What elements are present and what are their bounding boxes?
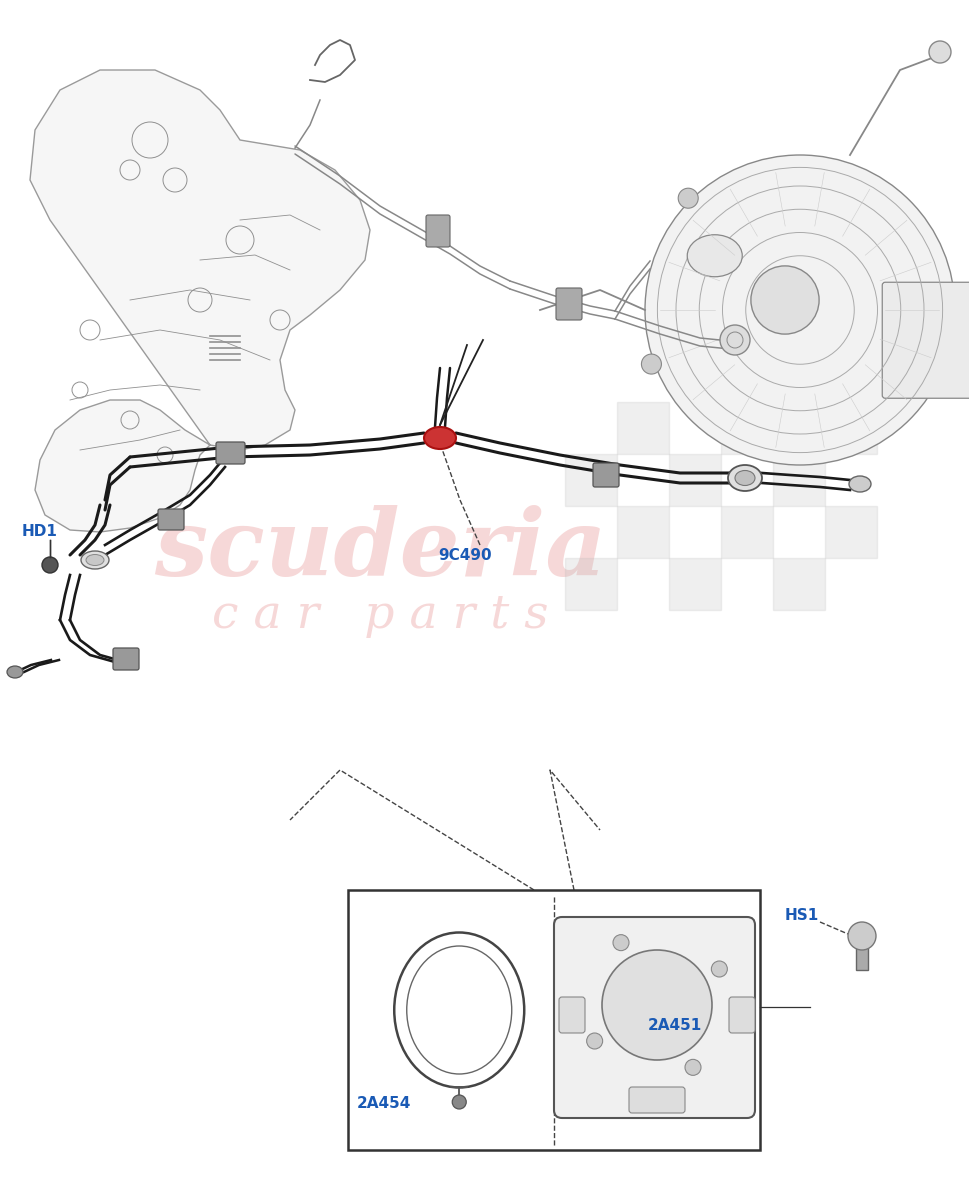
Ellipse shape [81,551,109,569]
Circle shape [452,1094,466,1109]
Circle shape [719,325,749,355]
Text: 9C490: 9C490 [438,547,491,563]
Polygon shape [30,70,369,532]
Circle shape [586,1033,602,1049]
Bar [616,402,669,454]
Ellipse shape [687,235,741,277]
Bar [616,506,669,558]
Text: HS1: HS1 [784,907,819,923]
FancyBboxPatch shape [216,442,245,464]
Bar [825,402,876,454]
Bar [772,454,825,506]
FancyBboxPatch shape [555,288,581,320]
Bar [348,890,760,1150]
Text: 2A454: 2A454 [357,1097,411,1111]
FancyBboxPatch shape [553,917,754,1118]
Bar [564,558,616,610]
FancyBboxPatch shape [158,509,184,530]
FancyBboxPatch shape [112,648,139,670]
Circle shape [612,935,628,950]
Ellipse shape [735,470,754,486]
Circle shape [928,41,950,62]
FancyBboxPatch shape [558,997,584,1033]
Circle shape [641,354,661,374]
FancyBboxPatch shape [425,215,450,247]
Bar [855,940,867,970]
Ellipse shape [423,427,455,449]
Bar [772,558,825,610]
Circle shape [644,155,954,464]
Text: scuderia: scuderia [153,505,606,595]
Ellipse shape [728,464,762,491]
Circle shape [847,922,875,950]
Bar [720,506,772,558]
Circle shape [602,950,711,1060]
Circle shape [710,961,727,977]
Text: c a r   p a r t s: c a r p a r t s [211,593,547,637]
Circle shape [684,1060,701,1075]
Bar [669,558,720,610]
Ellipse shape [86,554,104,565]
Circle shape [750,266,818,334]
Bar [669,454,720,506]
Text: 2A451: 2A451 [647,1018,702,1032]
Circle shape [677,188,698,209]
Text: HD1: HD1 [22,524,58,540]
Bar [564,454,616,506]
FancyBboxPatch shape [592,463,618,487]
FancyBboxPatch shape [628,1087,684,1114]
Bar [720,402,772,454]
FancyBboxPatch shape [729,997,754,1033]
Ellipse shape [7,666,23,678]
Bar [825,506,876,558]
FancyBboxPatch shape [882,282,969,398]
Ellipse shape [848,476,870,492]
Circle shape [42,557,58,572]
